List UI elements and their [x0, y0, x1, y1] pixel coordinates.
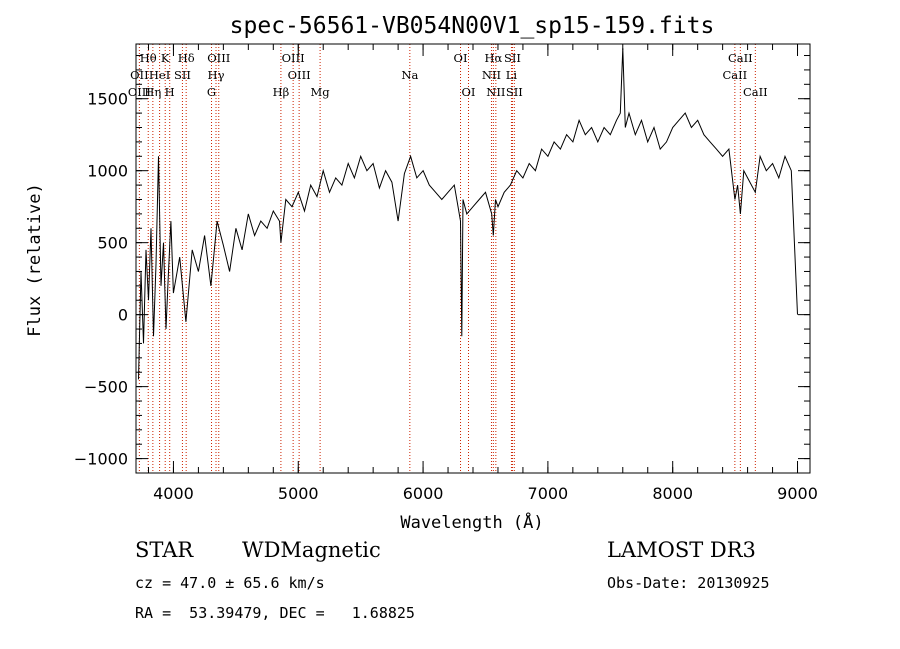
spectral-line-label: K: [161, 51, 170, 65]
spectral-line-label: OI: [454, 51, 468, 65]
x-tick-label: 6000: [403, 484, 444, 503]
spectral-line-label: CaII: [728, 51, 753, 65]
y-tick-label: 0: [118, 306, 128, 325]
survey-name: LAMOST DR3: [607, 538, 756, 562]
spectral-line-label: Na: [401, 68, 418, 82]
spectral-line-markers: [138, 44, 756, 473]
spectral-line-label: H: [165, 85, 175, 99]
spectral-line-label: HeI: [149, 68, 170, 82]
spectral-line-label: G: [207, 85, 216, 99]
x-tick-label: 5000: [278, 484, 319, 503]
x-tick-label: 7000: [528, 484, 569, 503]
x-tick-label: 9000: [777, 484, 818, 503]
spectral-line-label: Hη: [144, 85, 161, 99]
flux-line: [138, 48, 798, 380]
observation-date: Obs-Date: 20130925: [607, 574, 770, 592]
y-tick-label: −500: [84, 378, 128, 397]
y-axis-ticks: −1000 −500 0 500 1000 1500: [74, 55, 810, 469]
y-axis-label: Flux (relative): [25, 183, 45, 337]
spectral-line-label: Hα: [484, 51, 502, 65]
x-axis-label: Wavelength (Å): [400, 511, 543, 533]
x-tick-label: 4000: [153, 484, 194, 503]
spectral-line-label: Hγ: [208, 68, 225, 82]
flux-series: [138, 48, 798, 380]
y-tick-label: 500: [97, 234, 128, 253]
spectral-line-label: Li: [506, 68, 518, 82]
coordinates: RA = 53.39479, DEC = 1.68825: [135, 604, 415, 622]
spectral-line-label: OI: [462, 85, 476, 99]
y-tick-label: 1500: [87, 90, 128, 109]
x-axis-ticks: 4000 5000 6000 7000 8000 9000: [147, 44, 818, 503]
spectral-line-label: Hθ: [140, 51, 157, 65]
y-tick-label: −1000: [74, 450, 128, 469]
y-tick-label: 1000: [87, 162, 128, 181]
chart-title: spec-56561-VB054N00V1_sp15-159.fits: [230, 13, 715, 39]
spectral-line-label: OIII: [207, 51, 230, 65]
spectral-line-label: CaII: [743, 85, 768, 99]
spectral-line-label: SII: [504, 51, 521, 65]
spectral-line-label: NII: [482, 68, 501, 82]
spectral-line-label: Hβ: [273, 85, 290, 99]
spectral-line-label: SII: [174, 68, 191, 82]
spectral-line-label: OIII: [288, 68, 311, 82]
spectral-line-label: SII: [506, 85, 523, 99]
plot-frame: [135, 43, 811, 474]
spectral-line-label: NII: [486, 85, 505, 99]
spectral-line-label: OIII: [282, 51, 305, 65]
spectral-line-label: CaII: [722, 68, 747, 82]
spectral-line-label: OII: [130, 68, 149, 82]
object-subclass: WDMagnetic: [242, 538, 381, 562]
object-class: STAR: [135, 538, 194, 562]
spectral-line-label: OIII: [128, 85, 151, 99]
spectral-line-label: Hδ: [178, 51, 195, 65]
redshift-cz: cz = 47.0 ± 65.6 km/s: [135, 574, 325, 592]
x-tick-label: 8000: [652, 484, 693, 503]
spectral-line-label: Mg: [311, 85, 331, 99]
